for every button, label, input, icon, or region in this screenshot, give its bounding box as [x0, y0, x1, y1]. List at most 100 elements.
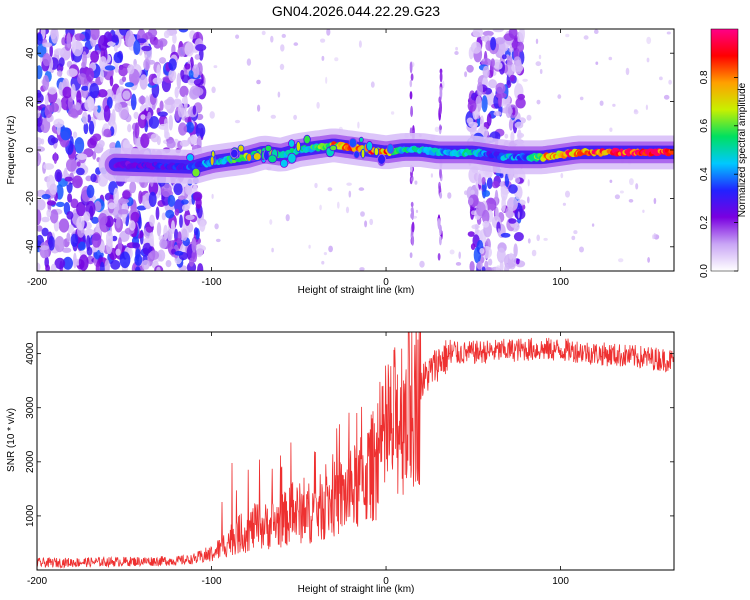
- noise-blob: [90, 173, 97, 183]
- noise-blob: [66, 158, 77, 172]
- noise-blob: [73, 252, 77, 269]
- noise-blob: [138, 190, 143, 204]
- noise-blob: [184, 63, 191, 70]
- ridge-blob: [288, 139, 296, 148]
- noise-speckle: [325, 76, 328, 84]
- noise-blob: [115, 216, 121, 229]
- noise-blob: [127, 124, 132, 133]
- noise-speckle: [449, 249, 455, 255]
- noise-streak: [409, 61, 413, 74]
- noise-speckle: [609, 127, 613, 132]
- noise-blob: [188, 70, 194, 78]
- noise-blob: [113, 52, 123, 64]
- noise-speckle: [509, 252, 513, 260]
- noise-speckle: [348, 190, 352, 198]
- noise-blob: [158, 57, 167, 64]
- noise-speckle: [455, 262, 462, 266]
- noise-blob: [189, 257, 194, 267]
- noise-speckle: [538, 54, 542, 60]
- noise-blob: [125, 114, 132, 123]
- noise-blob: [485, 266, 492, 271]
- noise-blob: [98, 213, 108, 226]
- noise-blob: [192, 191, 203, 202]
- noise-blob: [62, 256, 73, 270]
- snr-panel: -200 -100 0 100 1000 2000 3000 4000 Height of s…: [6, 331, 675, 595]
- noise-blob: [72, 175, 83, 189]
- noise-speckle: [583, 35, 589, 40]
- noise-speckle: [285, 214, 290, 222]
- noise-blob: [42, 75, 50, 91]
- noise-speckle: [213, 65, 218, 69]
- noise-speckle: [279, 63, 285, 70]
- noise-blob: [37, 137, 43, 145]
- ridge-blob: [329, 144, 338, 152]
- noise-blob: [122, 139, 131, 150]
- noise-blob: [161, 212, 166, 221]
- noise-blob: [81, 111, 89, 125]
- ridge-blob: [191, 167, 201, 178]
- noise-blob: [178, 122, 188, 136]
- noise-blob: [192, 64, 200, 78]
- noise-blob: [166, 229, 173, 242]
- noise-speckle: [516, 78, 519, 86]
- noise-blob: [44, 94, 49, 107]
- noise-blob: [75, 102, 81, 111]
- noise-blob: [160, 183, 172, 198]
- noise-blob: [113, 187, 119, 205]
- colorbar-tick-label: 0.6: [699, 118, 710, 132]
- noise-blob: [47, 86, 57, 95]
- noise-speckle: [234, 119, 241, 124]
- noise-blob: [481, 266, 486, 271]
- noise-blob: [81, 85, 89, 91]
- noise-blob: [55, 201, 65, 208]
- noise-speckle: [573, 230, 578, 235]
- ridge-blob: [209, 155, 215, 167]
- noise-blob: [468, 121, 478, 128]
- noise-streak: [437, 252, 441, 261]
- noise-speckle: [536, 99, 541, 105]
- noise-blob: [78, 254, 89, 271]
- snr-series-line: [37, 332, 674, 569]
- noise-blob: [87, 114, 91, 123]
- noise-blob: [37, 225, 43, 232]
- noise-speckle: [482, 58, 486, 62]
- noise-speckle: [455, 46, 458, 51]
- noise-blob: [76, 216, 85, 231]
- noise-blob: [83, 211, 91, 222]
- noise-speckle: [652, 234, 655, 240]
- ridge-blob: [237, 144, 245, 153]
- ridge-blob: [230, 148, 239, 159]
- y-tick-label: -40: [25, 239, 36, 254]
- noise-blob: [50, 263, 57, 271]
- noise-speckle: [560, 172, 564, 179]
- colorbar-gradient: [710, 28, 739, 272]
- y-tick-label: 2000: [25, 450, 36, 473]
- noise-blob: [481, 95, 488, 113]
- noise-blob: [167, 194, 176, 207]
- noise-blob: [135, 266, 141, 271]
- noise-blob: [144, 32, 153, 40]
- noise-blob: [486, 113, 492, 127]
- noise-speckle: [619, 190, 624, 194]
- noise-speckle: [508, 47, 514, 53]
- noise-speckle: [476, 114, 480, 119]
- noise-speckle: [358, 40, 362, 48]
- noise-blob: [501, 195, 506, 213]
- noise-blob: [44, 104, 53, 119]
- noise-blob: [66, 32, 71, 49]
- noise-blob: [67, 193, 73, 203]
- noise-blob: [168, 58, 177, 71]
- noise-streak: [411, 235, 415, 246]
- noise-blob: [98, 140, 105, 148]
- noise-blob: [74, 33, 86, 41]
- noise-blob: [76, 201, 86, 217]
- noise-blob: [48, 235, 55, 251]
- noise-blob: [495, 207, 499, 219]
- y-tick-label: 0: [25, 147, 36, 153]
- ridge-blob: [358, 136, 364, 143]
- noise-blob: [159, 40, 164, 51]
- ridge-blob: [252, 152, 262, 161]
- noise-blob: [158, 123, 169, 130]
- noise-speckle: [323, 252, 327, 256]
- noise-blob: [156, 64, 161, 79]
